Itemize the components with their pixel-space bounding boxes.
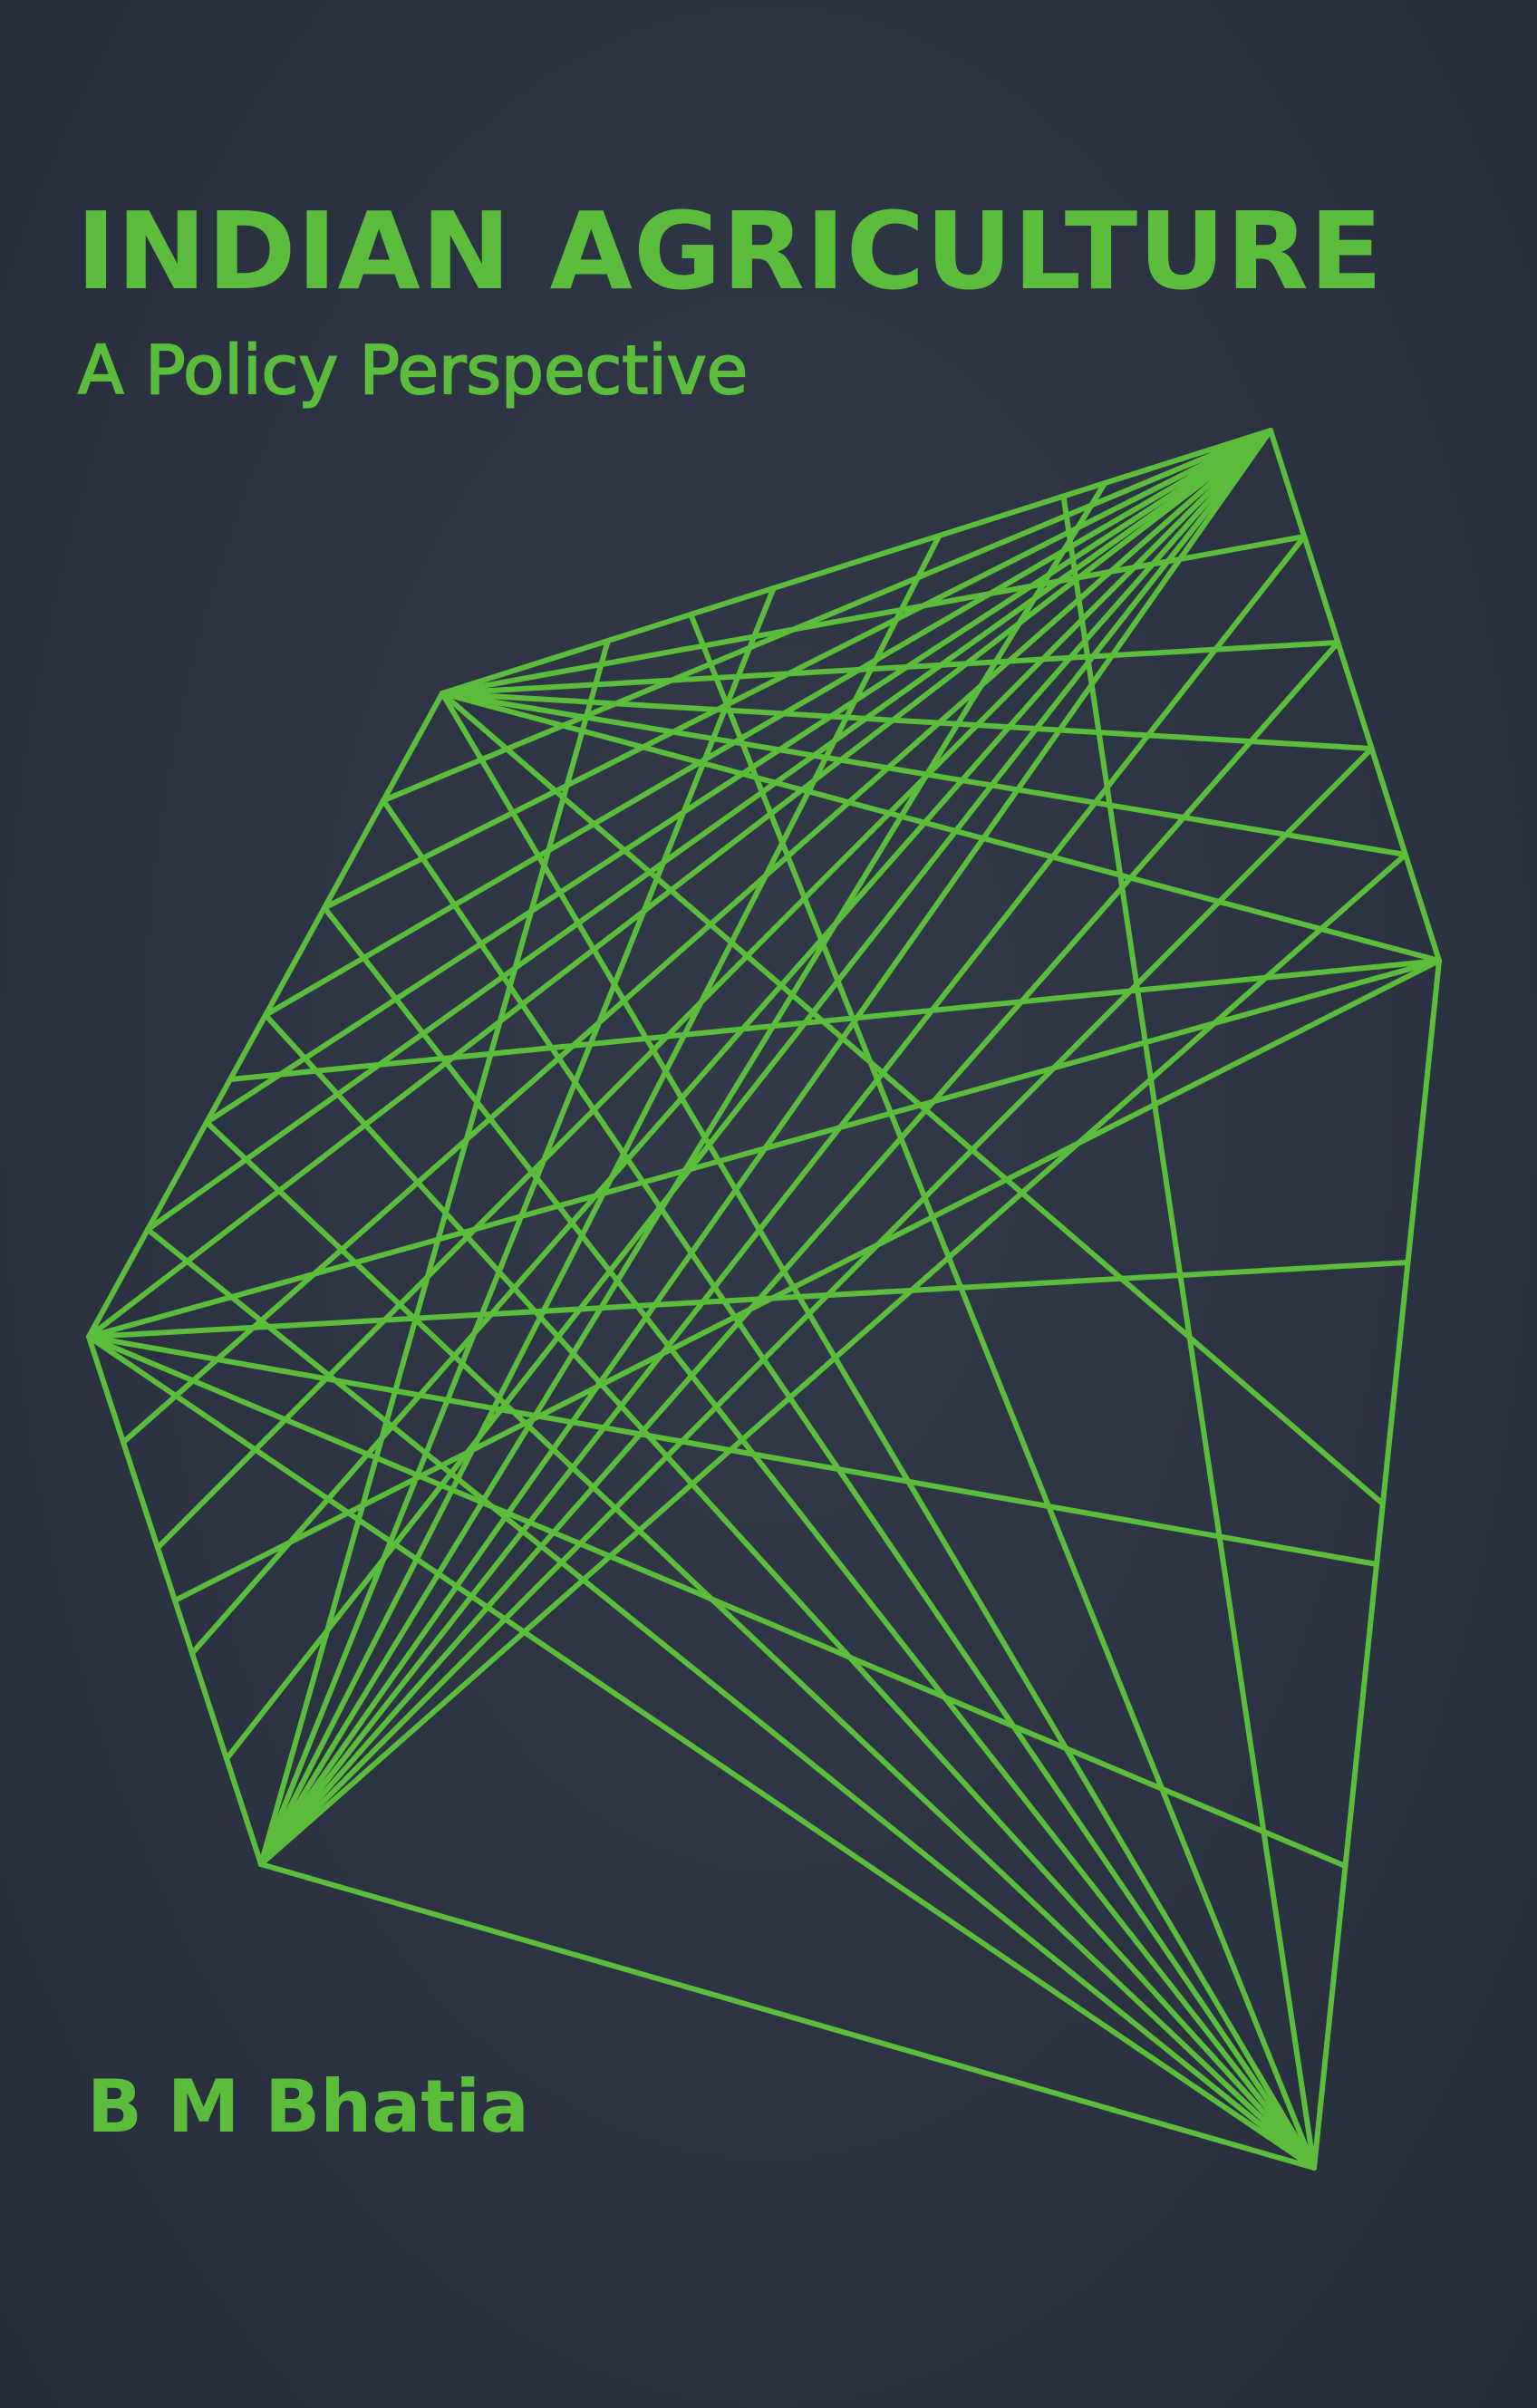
network-line	[258, 534, 1308, 1867]
network-line	[189, 428, 1273, 1657]
network-line	[1060, 493, 1317, 2171]
network-line	[440, 691, 1375, 751]
book-subtitle: A Policy Perspective	[77, 332, 749, 410]
network-line	[258, 585, 777, 1867]
network-line	[145, 1226, 1317, 2171]
network-line	[172, 958, 1442, 1603]
book-author: B M Bhatia	[87, 2065, 529, 2149]
network-line	[381, 428, 1273, 804]
network-line	[440, 691, 1386, 1507]
network-line	[440, 534, 1308, 696]
network-line	[440, 691, 1442, 963]
network-line	[258, 638, 611, 1867]
network-line	[258, 746, 1375, 1867]
network-line	[258, 640, 1341, 1867]
network-line	[204, 428, 1273, 1126]
network-line	[204, 1119, 1317, 2171]
network-line	[440, 428, 1273, 696]
network-line	[381, 798, 1317, 2171]
network-line	[86, 1260, 1411, 1339]
network-line	[86, 1334, 1317, 2171]
network-line	[440, 691, 1408, 857]
network-line	[121, 428, 1273, 1446]
network-line	[322, 428, 1273, 911]
network-line	[688, 612, 1317, 2171]
network-line	[145, 428, 1273, 1233]
network-line	[86, 958, 1442, 1339]
network-line	[86, 1334, 1348, 1869]
network-line	[1268, 428, 1442, 963]
network-line	[227, 958, 1442, 1082]
network-line	[263, 428, 1273, 1018]
network-line	[86, 428, 1273, 1339]
network-line	[224, 428, 1273, 1762]
network-line	[258, 1862, 1317, 2171]
network-line	[86, 1334, 1379, 1567]
network-line	[440, 640, 1341, 696]
book-title: INDIAN AGRICULTURE	[76, 189, 1384, 314]
network-line	[322, 904, 1317, 2171]
network-line	[263, 1012, 1317, 2171]
network-line	[155, 428, 1273, 1551]
network-line	[440, 691, 1317, 2171]
